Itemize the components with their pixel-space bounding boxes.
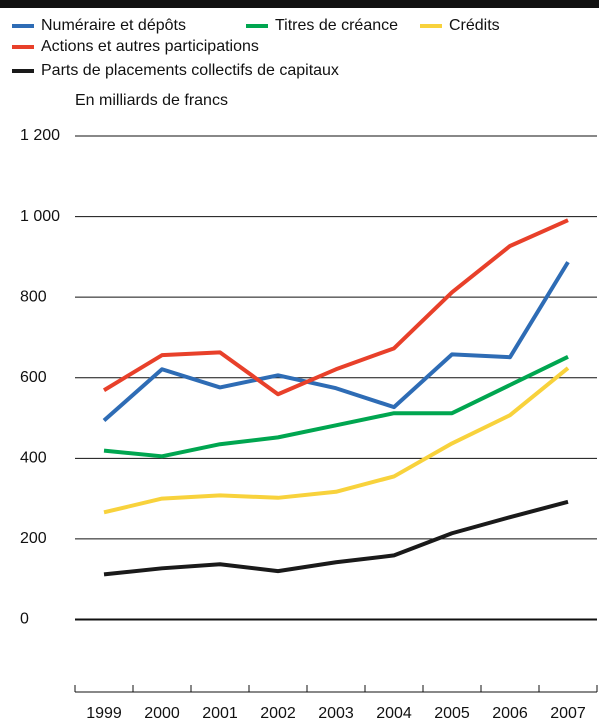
series-line — [103, 354, 569, 459]
series-line — [102, 261, 570, 422]
series-line — [103, 499, 569, 577]
legend-label: Titres de créance — [275, 17, 398, 34]
series-line — [103, 366, 570, 515]
y-axis-label: En milliards de francs — [75, 92, 228, 109]
y-tick-label: 400 — [20, 450, 47, 467]
x-tick-label: 2005 — [434, 705, 470, 721]
legend-label: Parts de placements collectifs de capita… — [41, 62, 339, 79]
y-tick-label: 800 — [20, 288, 47, 305]
legend-label: Actions et autres participations — [41, 38, 259, 55]
x-tick-label: 2007 — [550, 705, 586, 721]
x-tick-label: 1999 — [86, 705, 122, 721]
y-tick-label: 200 — [20, 530, 47, 547]
legend-label: Crédits — [449, 17, 500, 34]
y-tick-label: 0 — [20, 611, 29, 628]
y-tick-label: 1 200 — [20, 127, 60, 144]
x-tick-label: 2001 — [202, 705, 238, 721]
legend-label: Numéraire et dépôts — [41, 17, 186, 34]
y-tick-label: 1 000 — [20, 208, 60, 225]
x-tick-label: 2004 — [376, 705, 412, 721]
y-tick-label: 600 — [20, 369, 47, 386]
series-line — [102, 218, 569, 397]
x-tick-label: 2000 — [144, 705, 180, 721]
x-tick-label: 2006 — [492, 705, 528, 721]
x-tick-label: 2003 — [318, 705, 354, 721]
top-bar — [0, 0, 599, 8]
x-tick-label: 2002 — [260, 705, 296, 721]
